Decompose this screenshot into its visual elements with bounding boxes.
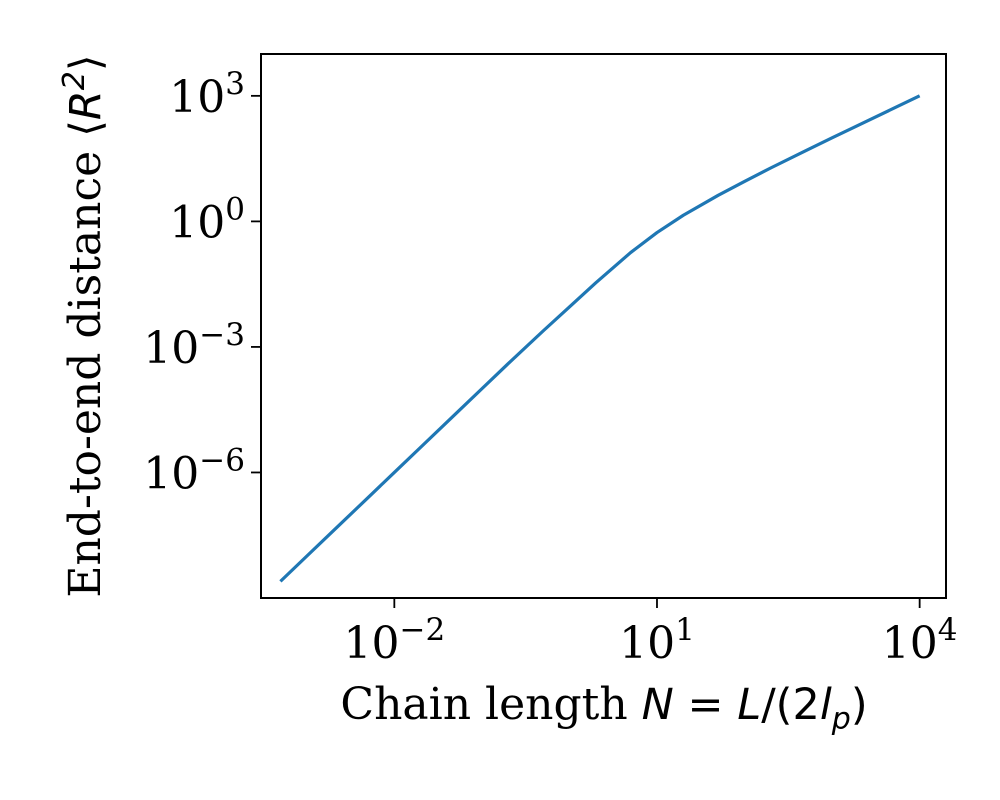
tick-label: 103	[169, 66, 245, 123]
tick-label-base: 10	[143, 448, 199, 499]
tick-label-exponent: 4	[938, 612, 958, 648]
plot-frame	[260, 53, 947, 599]
tick-label: 100	[169, 191, 245, 248]
tick-label-base: 10	[882, 618, 938, 669]
x-axis-label-n: N	[642, 680, 674, 730]
tick-label-base: 10	[143, 323, 199, 374]
x-axis-label-close: )	[851, 680, 868, 730]
tick-label-exponent: 0	[225, 191, 245, 227]
series-layer	[279, 94, 921, 583]
y-axis-label-text: End-to-end distance	[60, 137, 111, 598]
x-axis-label: Chain length N = L/(2lp)	[340, 679, 867, 737]
x-axis-ticks: 10−2 101 104	[343, 598, 958, 669]
tick-label-exponent: 1	[675, 612, 695, 648]
tick-label-exponent: 3	[225, 66, 245, 102]
y-axis-label-close: ⟩	[61, 54, 111, 71]
tick-label-base: 10	[619, 618, 675, 669]
y-axis-label-r: R	[61, 90, 111, 120]
tick-label: 10−6	[143, 442, 245, 499]
tick-label-base: 10	[343, 618, 399, 669]
x-axis-label-lp: l	[820, 680, 832, 730]
tick-label-exponent: −2	[399, 612, 445, 648]
tick-label: 10−2	[343, 612, 445, 669]
tick-label-exponent: −6	[199, 442, 245, 478]
tick-label-base: 10	[169, 197, 225, 248]
tick-label: 101	[619, 612, 695, 669]
tick-label: 10−3	[143, 317, 245, 374]
tick-label-base: 10	[169, 72, 225, 123]
y-axis-label-sup: 2	[57, 71, 92, 90]
x-axis-label-l: L	[737, 680, 761, 730]
tick-label: 104	[882, 612, 958, 669]
x-axis-label-text: Chain length	[340, 679, 641, 730]
series-line-0	[279, 94, 921, 583]
x-axis-label-eq: =	[674, 680, 737, 730]
x-axis-label-sub: p	[831, 702, 851, 737]
x-axis-label-slash: /(2	[761, 680, 820, 730]
plot-background	[261, 54, 946, 598]
tick-label-exponent: −3	[199, 317, 245, 353]
y-axis-label-open: ⟨	[61, 120, 111, 137]
y-axis-label: End-to-end distance ⟨R2⟩	[57, 54, 111, 597]
